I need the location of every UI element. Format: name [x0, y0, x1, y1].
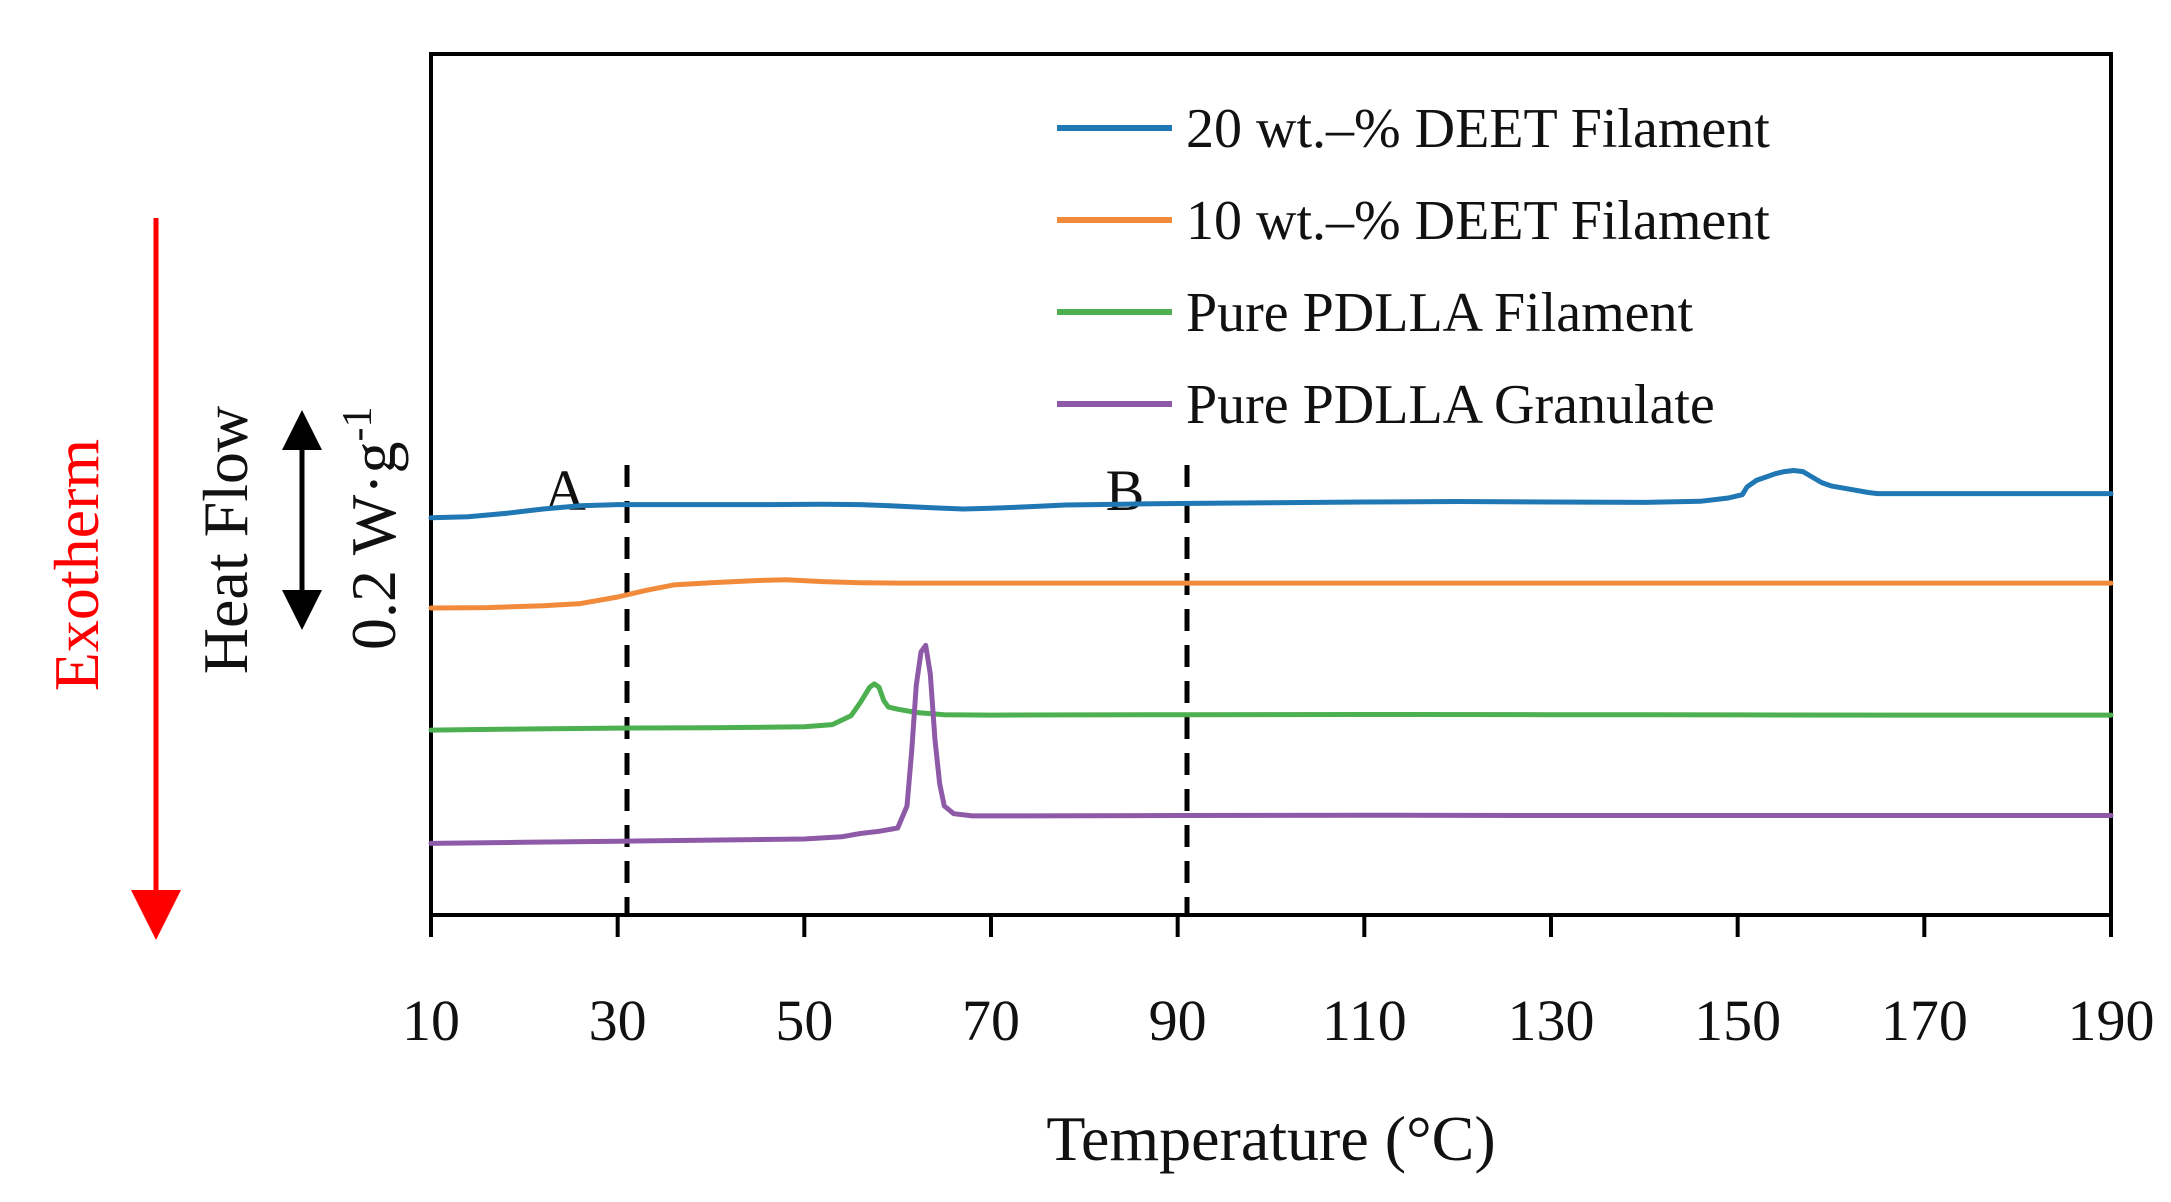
scale-label-main: 0.2 W·g — [338, 441, 409, 650]
x-tick-label: 10 — [402, 988, 460, 1053]
legend-label-1: 10 wt.–% DEET Filament — [1186, 190, 1770, 252]
scale-label-sup: -1 — [335, 406, 381, 441]
x-axis-tick-labels: 10 30 50 70 90 110 130 150 170 190 — [402, 988, 2155, 1053]
legend-label-3: Pure PDLLA Granulate — [1186, 374, 1715, 436]
exotherm-label: Exotherm — [41, 439, 112, 691]
series-line-1 — [428, 577, 2114, 611]
reference-label-b: B — [1106, 458, 1145, 523]
legend-label-0: 20 wt.–% DEET Filament — [1186, 98, 1770, 160]
reference-label-a: A — [544, 458, 586, 523]
y-axis-title: Heat Flow — [190, 406, 261, 674]
x-tick-label: 70 — [962, 988, 1020, 1053]
series-lines — [428, 468, 2114, 846]
scale-label: 0.2 W·g-1 — [335, 406, 409, 650]
x-tick-label: 90 — [1149, 988, 1207, 1053]
x-tick-label: 150 — [1694, 988, 1781, 1053]
reference-lines — [624, 465, 1190, 915]
x-axis-ticks — [429, 915, 2113, 937]
legend-label-2: Pure PDLLA Filament — [1186, 282, 1694, 344]
x-tick-label: 30 — [589, 988, 647, 1053]
series-line-2 — [428, 681, 2114, 733]
x-tick-label: 110 — [1322, 988, 1407, 1053]
legend: 20 wt.–% DEET Filament 10 wt.–% DEET Fila… — [1057, 98, 1770, 436]
x-tick-label: 130 — [1508, 988, 1595, 1053]
x-tick-label: 170 — [1881, 988, 1968, 1053]
plot-area-frame — [429, 52, 2113, 917]
series-line-3 — [428, 642, 2114, 846]
x-tick-label: 50 — [775, 988, 833, 1053]
series-line-0 — [428, 468, 2114, 521]
x-axis-title: Temperature (°C) — [1046, 1103, 1495, 1174]
x-tick-label: 190 — [2068, 988, 2155, 1053]
